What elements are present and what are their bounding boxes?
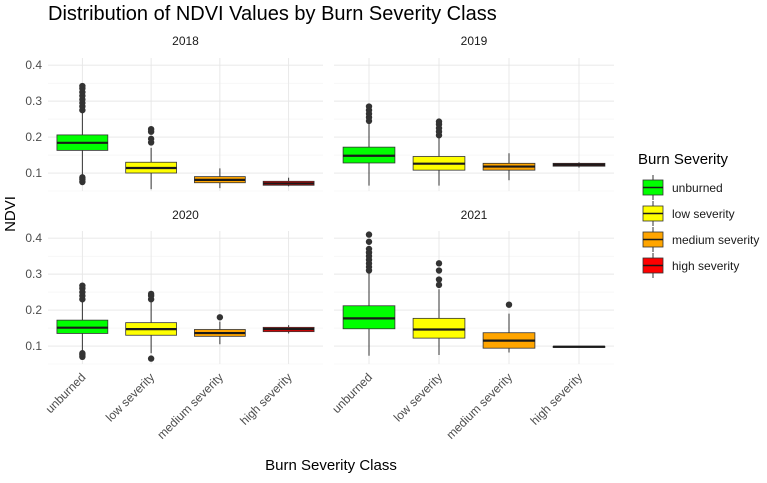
- y-tick-label: 0.1: [25, 166, 42, 180]
- box-medium-severity: [194, 168, 246, 189]
- legend-label: unburned: [672, 181, 723, 195]
- box-medium-severity: [482, 153, 536, 181]
- y-tick-label: 0.3: [25, 94, 42, 108]
- outlier-point: [79, 174, 86, 181]
- x-tick-label: high severity: [528, 370, 586, 428]
- outlier-point: [435, 281, 443, 289]
- box-unburned: [56, 82, 109, 186]
- facet-panel-2019: 2019: [334, 34, 614, 192]
- y-tick-label: 0.1: [25, 339, 42, 353]
- x-tick-label: low severity: [391, 370, 445, 424]
- y-tick-label: 0.3: [25, 267, 42, 281]
- outlier-point: [147, 135, 155, 143]
- legend-label: high severity: [672, 259, 739, 273]
- legend-label: low severity: [672, 207, 735, 221]
- box-body: [412, 317, 466, 339]
- box-low-severity: [125, 290, 177, 362]
- facet-label: 2021: [461, 208, 488, 222]
- outlier-point: [365, 238, 373, 245]
- box-medium-severity: [194, 314, 246, 345]
- legend-item-high-severity: high severity: [642, 253, 739, 278]
- chart-title: Distribution of NDVI Values by Burn Seve…: [48, 3, 497, 25]
- outlier-point: [79, 350, 86, 357]
- box-unburned: [56, 282, 109, 361]
- facet-label: 2018: [172, 34, 199, 48]
- legend-items: unburned low severity medium severity high …: [642, 175, 759, 278]
- legend: Burn Severity unburned low severity medium…: [638, 151, 759, 278]
- box-high-severity: [552, 162, 606, 168]
- legend-item-medium-severity: medium severity: [642, 227, 759, 252]
- box-unburned: [342, 231, 396, 356]
- facet-panels: 2018 0.1 0.2 0.3 0.4 2019 2020 0.1 0.2 0.3 0.4 unbu…: [25, 34, 614, 442]
- box-high-severity: [262, 325, 315, 334]
- facet-panel-2020: 2020 0.1 0.2 0.3 0.4 unburned low severitymedi…: [25, 208, 323, 442]
- box-high-severity: [262, 177, 315, 187]
- x-tick-label: unburned: [43, 370, 89, 416]
- legend-item-low-severity: low severity: [642, 201, 735, 226]
- x-tick-label: medium severity: [154, 370, 226, 442]
- y-tick-label: 0.2: [25, 303, 42, 317]
- facet-label: 2020: [172, 208, 199, 222]
- y-tick-label: 0.4: [25, 231, 42, 245]
- box-high-severity: [552, 345, 606, 348]
- box-medium-severity: [482, 301, 536, 353]
- x-tick-label: medium severity: [443, 370, 515, 442]
- legend-label: medium severity: [672, 233, 759, 247]
- outlier-point: [435, 267, 443, 274]
- y-axis-label: NDVI: [2, 196, 19, 232]
- outlier-point: [147, 125, 155, 133]
- outlier-point: [365, 245, 373, 253]
- outlier-point: [147, 290, 155, 298]
- facet-label: 2019: [461, 34, 488, 48]
- x-axis-label: Burn Severity Class: [265, 457, 397, 474]
- x-tick-label: high severity: [237, 370, 295, 428]
- y-tick-label: 0.2: [25, 130, 42, 144]
- outlier-point: [79, 82, 86, 90]
- box-low-severity: [412, 118, 466, 186]
- box-unburned: [342, 103, 396, 186]
- outlier-point: [505, 301, 513, 308]
- outlier-point: [435, 118, 443, 125]
- outlier-point: [435, 260, 443, 267]
- facet-panel-2018: 2018 0.1 0.2 0.3 0.4: [25, 34, 323, 192]
- outlier-point: [365, 103, 373, 110]
- x-tick-label: low severity: [103, 370, 157, 424]
- box-low-severity: [412, 260, 466, 356]
- legend-item-unburned: unburned: [642, 175, 723, 200]
- outlier-point: [147, 355, 155, 362]
- outlier-point: [435, 276, 443, 283]
- box-low-severity: [125, 125, 177, 190]
- outlier-point: [216, 314, 224, 321]
- y-tick-label: 0.4: [25, 58, 42, 72]
- x-tick-label: unburned: [329, 370, 375, 416]
- outlier-point: [365, 231, 373, 238]
- legend-title: Burn Severity: [638, 151, 729, 168]
- outlier-point: [79, 282, 86, 289]
